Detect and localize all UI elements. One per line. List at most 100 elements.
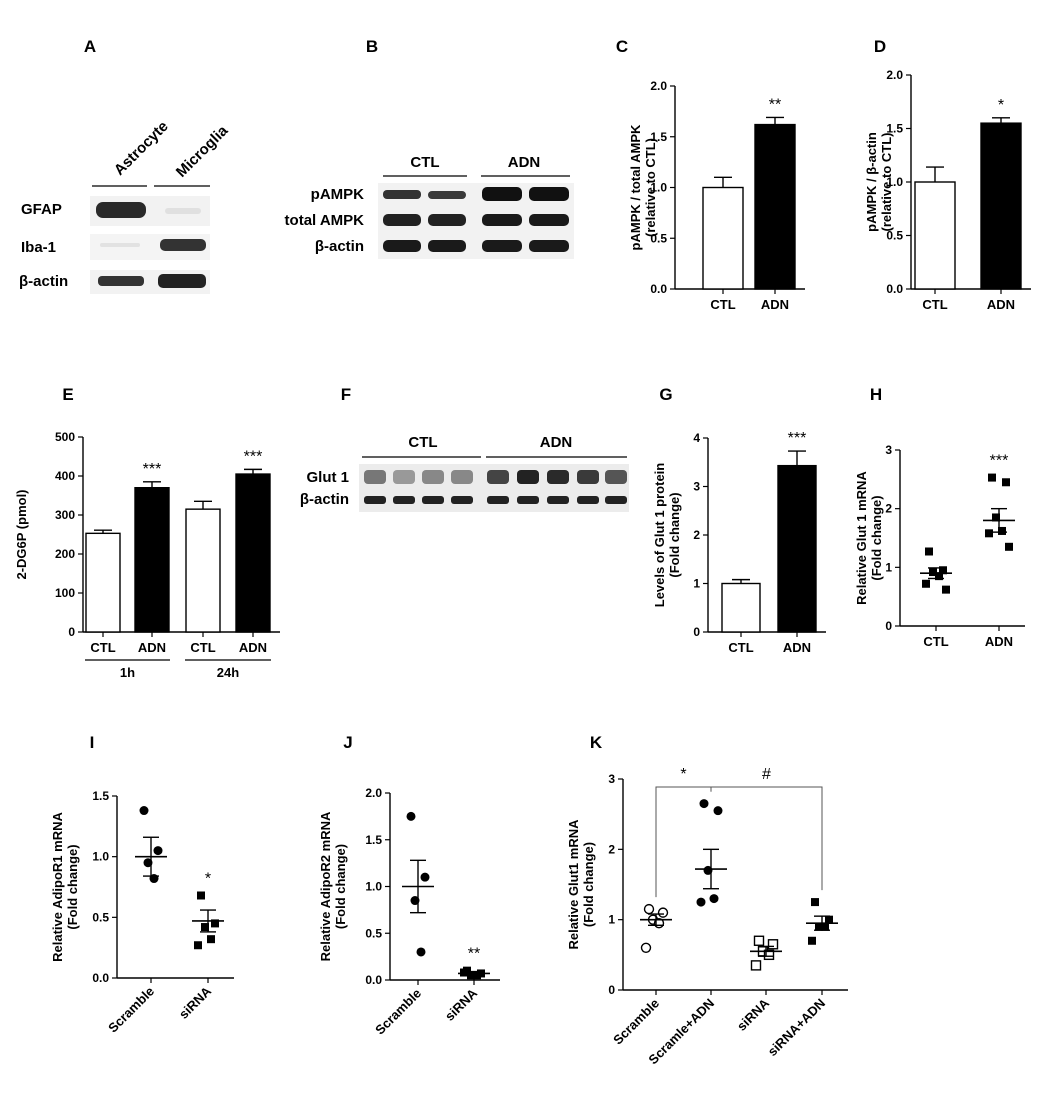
band-actin — [577, 496, 599, 504]
significance-mark: *** — [143, 461, 162, 478]
bar — [185, 508, 221, 633]
y-tick-label: 0.0 — [92, 971, 109, 985]
y-tick-label: 0.0 — [365, 973, 382, 987]
data-point — [1005, 542, 1013, 551]
y-tick-label: 2 — [885, 502, 892, 516]
y-tick-label: 1.0 — [92, 850, 109, 864]
data-point — [194, 941, 202, 950]
data-point — [750, 960, 762, 971]
band-glut1 — [517, 470, 539, 484]
panel-label-f: F — [341, 385, 351, 404]
x-tick-label: Scramble — [610, 996, 662, 1048]
band-actin — [364, 496, 386, 504]
x-tick-label: ADN — [985, 634, 1013, 649]
y-tick-label: 0.0 — [650, 282, 667, 296]
x-tick-label: siRNA — [442, 985, 481, 1024]
y-tick-label: 300 — [55, 508, 75, 522]
data-point — [713, 806, 723, 816]
significance-mark: *** — [244, 448, 263, 465]
bar — [777, 464, 817, 633]
x-tick-label: CTL — [90, 640, 115, 655]
y-tick-label: 400 — [55, 469, 75, 483]
y-axis-label: (Fold change) — [667, 492, 682, 577]
band-actin — [393, 496, 415, 504]
bar — [85, 532, 121, 633]
blot-f: CTL ADN Glut 1 β-actin — [300, 434, 629, 512]
data-point — [153, 846, 163, 856]
blot-f-group-adn: ADN — [540, 434, 573, 451]
bar — [721, 582, 761, 633]
band-actin — [517, 496, 539, 504]
band-actin — [451, 496, 473, 504]
data-point — [763, 949, 775, 961]
data-point — [985, 529, 993, 538]
significance-mark: *** — [990, 453, 1009, 470]
data-point — [406, 811, 416, 821]
data-point — [753, 935, 765, 946]
panel-label-d: D — [874, 37, 886, 56]
x-tick-label: ADN — [783, 640, 811, 655]
x-tick-label: siRNA — [176, 983, 215, 1022]
band-glut1 — [422, 470, 444, 484]
significance-mark: * — [998, 97, 1004, 114]
bar — [980, 122, 1022, 290]
data-point — [416, 947, 426, 957]
chart-c: C 0.0 0.5 1.0 1.5 2.0 CTL ADN pAMPK / total AMPK… — [616, 37, 805, 312]
y-tick-label: 1.5 — [650, 130, 667, 144]
y-axis-label: Relative Glut1 mRNA — [566, 819, 581, 950]
data-point — [207, 935, 215, 944]
y-axis-label: pAMPK / total AMPK — [628, 124, 643, 251]
blot-a: Astrocyte Microglia GFAP Iba-1 β-actin — [19, 118, 232, 294]
data-point — [420, 872, 430, 882]
data-point — [699, 799, 709, 809]
data-point — [767, 939, 779, 950]
y-tick-label: 2.0 — [886, 68, 903, 82]
chart-e: E 0 100 200 300 400 500 CTL ADN CTL ADN 2-DG6P (pmo… — [14, 385, 280, 680]
data-point — [998, 526, 1006, 535]
bar — [134, 487, 170, 633]
data-point — [201, 923, 209, 932]
y-tick-label: 100 — [55, 586, 75, 600]
blot-b-group-adn: ADN — [508, 154, 541, 171]
y-tick-label: 0.0 — [886, 282, 903, 296]
band-actin — [487, 496, 509, 504]
y-tick-label: 1.0 — [650, 181, 667, 195]
y-axis-label: (relative to CTL) — [643, 138, 658, 237]
y-tick-label: 1 — [885, 560, 892, 574]
chart-j: J 0.0 0.5 1.0 1.5 2.0 Scramble siRNA Relative Ad… — [318, 733, 500, 1038]
significance-mark: ** — [769, 96, 781, 113]
data-point — [939, 566, 947, 575]
y-axis-label: Levels of Glut 1 protein — [652, 463, 667, 608]
data-point — [815, 922, 823, 931]
panel-label-g: G — [659, 385, 672, 404]
data-point — [640, 942, 652, 953]
y-tick-label: 0 — [68, 625, 75, 639]
x-tick-label: CTL — [923, 634, 948, 649]
data-point — [197, 891, 205, 900]
band-actin — [422, 496, 444, 504]
y-axis-label: Relative AdipoR1 mRNA — [50, 812, 65, 962]
band-glut1 — [577, 470, 599, 484]
x-tick-label: CTL — [728, 640, 753, 655]
band-glut1 — [487, 470, 509, 484]
x-tick-label: CTL — [922, 297, 947, 312]
y-axis-label: (Fold change) — [333, 844, 348, 929]
y-tick-label: 0.5 — [886, 229, 903, 243]
data-point — [143, 858, 153, 868]
x-tick-label: ADN — [987, 297, 1015, 312]
data-point — [696, 897, 706, 907]
data-point — [821, 922, 829, 931]
y-tick-label: 200 — [55, 547, 75, 561]
data-point — [709, 894, 719, 904]
significance-mark: # — [762, 766, 771, 783]
y-tick-label: 1.5 — [365, 833, 382, 847]
y-axis-label: (Fold change) — [581, 842, 596, 927]
data-point — [808, 936, 816, 945]
data-point — [460, 968, 468, 977]
data-point — [935, 572, 943, 581]
band-glut1 — [451, 470, 473, 484]
panel-label-h: H — [870, 385, 882, 404]
blot-f-group-ctl: CTL — [408, 434, 437, 451]
blot-a-column-astrocyte: Astrocyte — [111, 118, 172, 179]
